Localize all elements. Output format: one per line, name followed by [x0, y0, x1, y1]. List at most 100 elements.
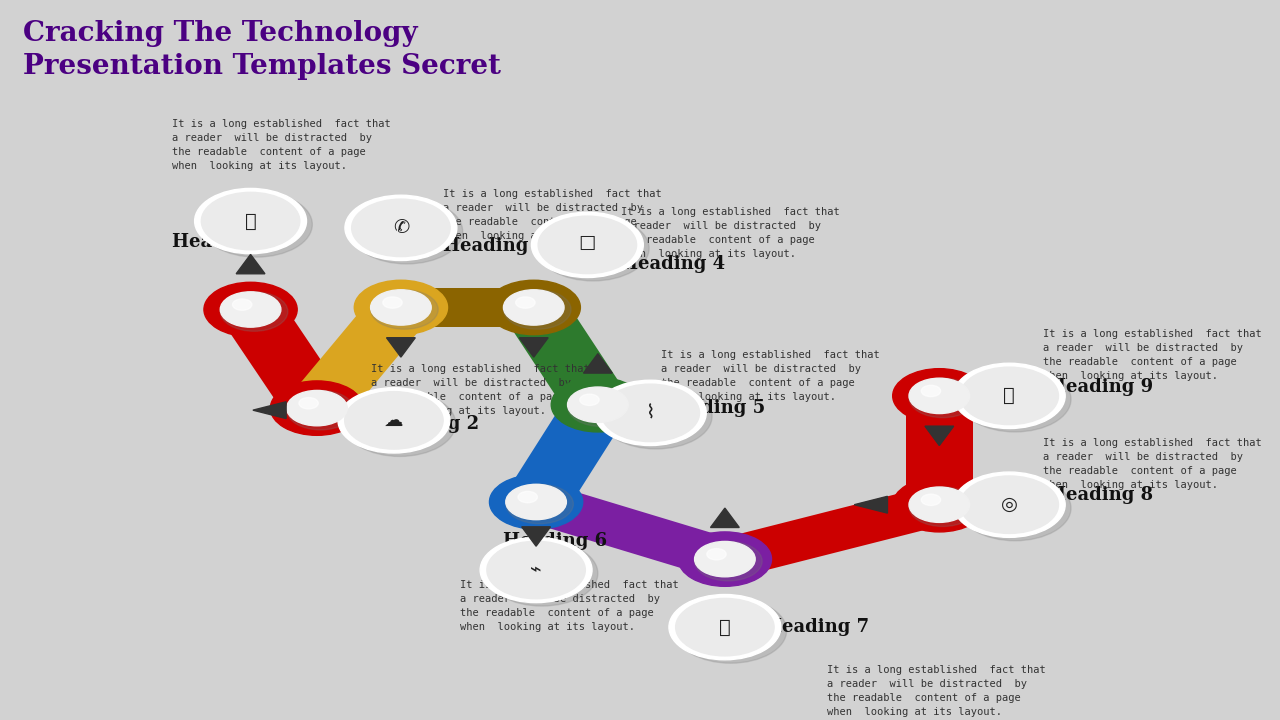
Circle shape — [676, 598, 774, 656]
Circle shape — [503, 289, 564, 325]
Circle shape — [300, 397, 319, 409]
Circle shape — [506, 485, 573, 523]
Text: It is a long established  fact that
a reader  will be distracted  by
the readabl: It is a long established fact that a rea… — [443, 189, 662, 241]
Polygon shape — [287, 299, 431, 417]
Polygon shape — [520, 338, 548, 357]
Circle shape — [675, 598, 787, 663]
Text: Heading 1: Heading 1 — [173, 233, 276, 251]
Circle shape — [233, 299, 252, 310]
Text: ◎: ◎ — [1001, 495, 1018, 514]
Circle shape — [960, 367, 1059, 425]
Circle shape — [371, 289, 431, 325]
Circle shape — [344, 391, 456, 456]
Circle shape — [669, 595, 781, 660]
Text: Heading 6: Heading 6 — [503, 532, 608, 550]
Circle shape — [220, 292, 280, 327]
Circle shape — [538, 216, 636, 274]
Circle shape — [567, 387, 635, 426]
Text: Cracking The Technology
Presentation Templates Secret: Cracking The Technology Presentation Tem… — [23, 20, 502, 80]
Text: Heading 7: Heading 7 — [764, 618, 869, 636]
Text: Heading 5: Heading 5 — [660, 400, 765, 418]
Polygon shape — [584, 354, 612, 373]
Polygon shape — [219, 302, 348, 415]
Text: ⌇: ⌇ — [645, 403, 655, 423]
Circle shape — [352, 199, 451, 256]
Text: It is a long established  fact that
a reader  will be distracted  by
the readabl: It is a long established fact that a rea… — [173, 119, 392, 171]
Circle shape — [922, 494, 941, 505]
Circle shape — [909, 487, 977, 526]
Circle shape — [892, 477, 986, 532]
Circle shape — [204, 282, 297, 337]
Polygon shape — [521, 485, 740, 577]
Text: It is a long established  fact that
a reader  will be distracted  by
the readabl: It is a long established fact that a rea… — [461, 580, 680, 631]
Text: It is a long established  fact that
a reader  will be distracted  by
the readabl: It is a long established fact that a rea… — [1043, 329, 1262, 381]
Text: Heading 3: Heading 3 — [443, 237, 547, 255]
Circle shape — [195, 189, 306, 253]
Text: It is a long established  fact that
a reader  will be distracted  by
the readabl: It is a long established fact that a rea… — [621, 207, 840, 259]
Circle shape — [346, 195, 457, 261]
Circle shape — [922, 385, 941, 397]
Text: Heading 4: Heading 4 — [621, 255, 726, 273]
Polygon shape — [712, 487, 952, 577]
Text: ⌁: ⌁ — [530, 560, 541, 580]
Polygon shape — [504, 398, 630, 509]
Circle shape — [959, 475, 1071, 541]
Circle shape — [486, 541, 585, 599]
Text: It is a long established  fact that
a reader  will be distracted  by
the readabl: It is a long established fact that a rea… — [371, 364, 589, 416]
Circle shape — [486, 541, 598, 606]
Circle shape — [695, 541, 755, 577]
Circle shape — [552, 377, 644, 432]
Polygon shape — [710, 508, 740, 528]
Circle shape — [567, 387, 628, 423]
Text: ⎙: ⎙ — [1004, 387, 1015, 405]
Circle shape — [344, 392, 443, 449]
Circle shape — [201, 192, 312, 257]
Circle shape — [355, 280, 448, 335]
Circle shape — [351, 199, 462, 264]
Circle shape — [954, 363, 1065, 428]
Circle shape — [909, 487, 970, 523]
Text: Heading 9: Heading 9 — [1048, 377, 1153, 395]
Circle shape — [695, 541, 762, 581]
Polygon shape — [905, 396, 973, 505]
Circle shape — [954, 472, 1065, 537]
Circle shape — [580, 394, 599, 405]
Circle shape — [892, 369, 986, 423]
Circle shape — [220, 292, 288, 331]
Text: It is a long established  fact that
a reader  will be distracted  by
the readabl: It is a long established fact that a rea… — [660, 351, 879, 402]
Text: It is a long established  fact that
a reader  will be distracted  by
the readabl: It is a long established fact that a rea… — [1043, 438, 1262, 490]
Circle shape — [909, 378, 977, 418]
Polygon shape — [854, 496, 887, 513]
Text: ⎙: ⎙ — [719, 618, 731, 636]
Circle shape — [287, 390, 347, 426]
Circle shape — [602, 384, 700, 441]
Polygon shape — [237, 254, 265, 274]
Circle shape — [594, 380, 707, 446]
Text: It is a long established  fact that
a reader  will be distracted  by
the readabl: It is a long established fact that a rea… — [827, 665, 1046, 717]
Text: ☁: ☁ — [384, 411, 403, 430]
Circle shape — [287, 390, 355, 430]
Circle shape — [489, 474, 582, 529]
Circle shape — [707, 549, 726, 560]
Polygon shape — [925, 426, 954, 446]
Circle shape — [338, 387, 449, 453]
Circle shape — [531, 212, 644, 277]
Polygon shape — [522, 527, 550, 546]
Circle shape — [516, 297, 535, 308]
Circle shape — [506, 485, 566, 520]
Text: ⌖: ⌖ — [244, 212, 256, 230]
Polygon shape — [253, 402, 287, 418]
Text: Heading 8: Heading 8 — [1048, 486, 1153, 504]
Circle shape — [270, 381, 364, 436]
Circle shape — [488, 280, 580, 335]
Circle shape — [960, 476, 1059, 534]
Circle shape — [383, 297, 402, 308]
Circle shape — [538, 215, 649, 281]
Polygon shape — [502, 300, 630, 412]
Text: ☐: ☐ — [579, 235, 596, 254]
Circle shape — [480, 537, 593, 603]
Text: Heading 2: Heading 2 — [375, 415, 480, 433]
Polygon shape — [401, 288, 534, 327]
Circle shape — [518, 492, 538, 503]
Circle shape — [371, 289, 438, 329]
